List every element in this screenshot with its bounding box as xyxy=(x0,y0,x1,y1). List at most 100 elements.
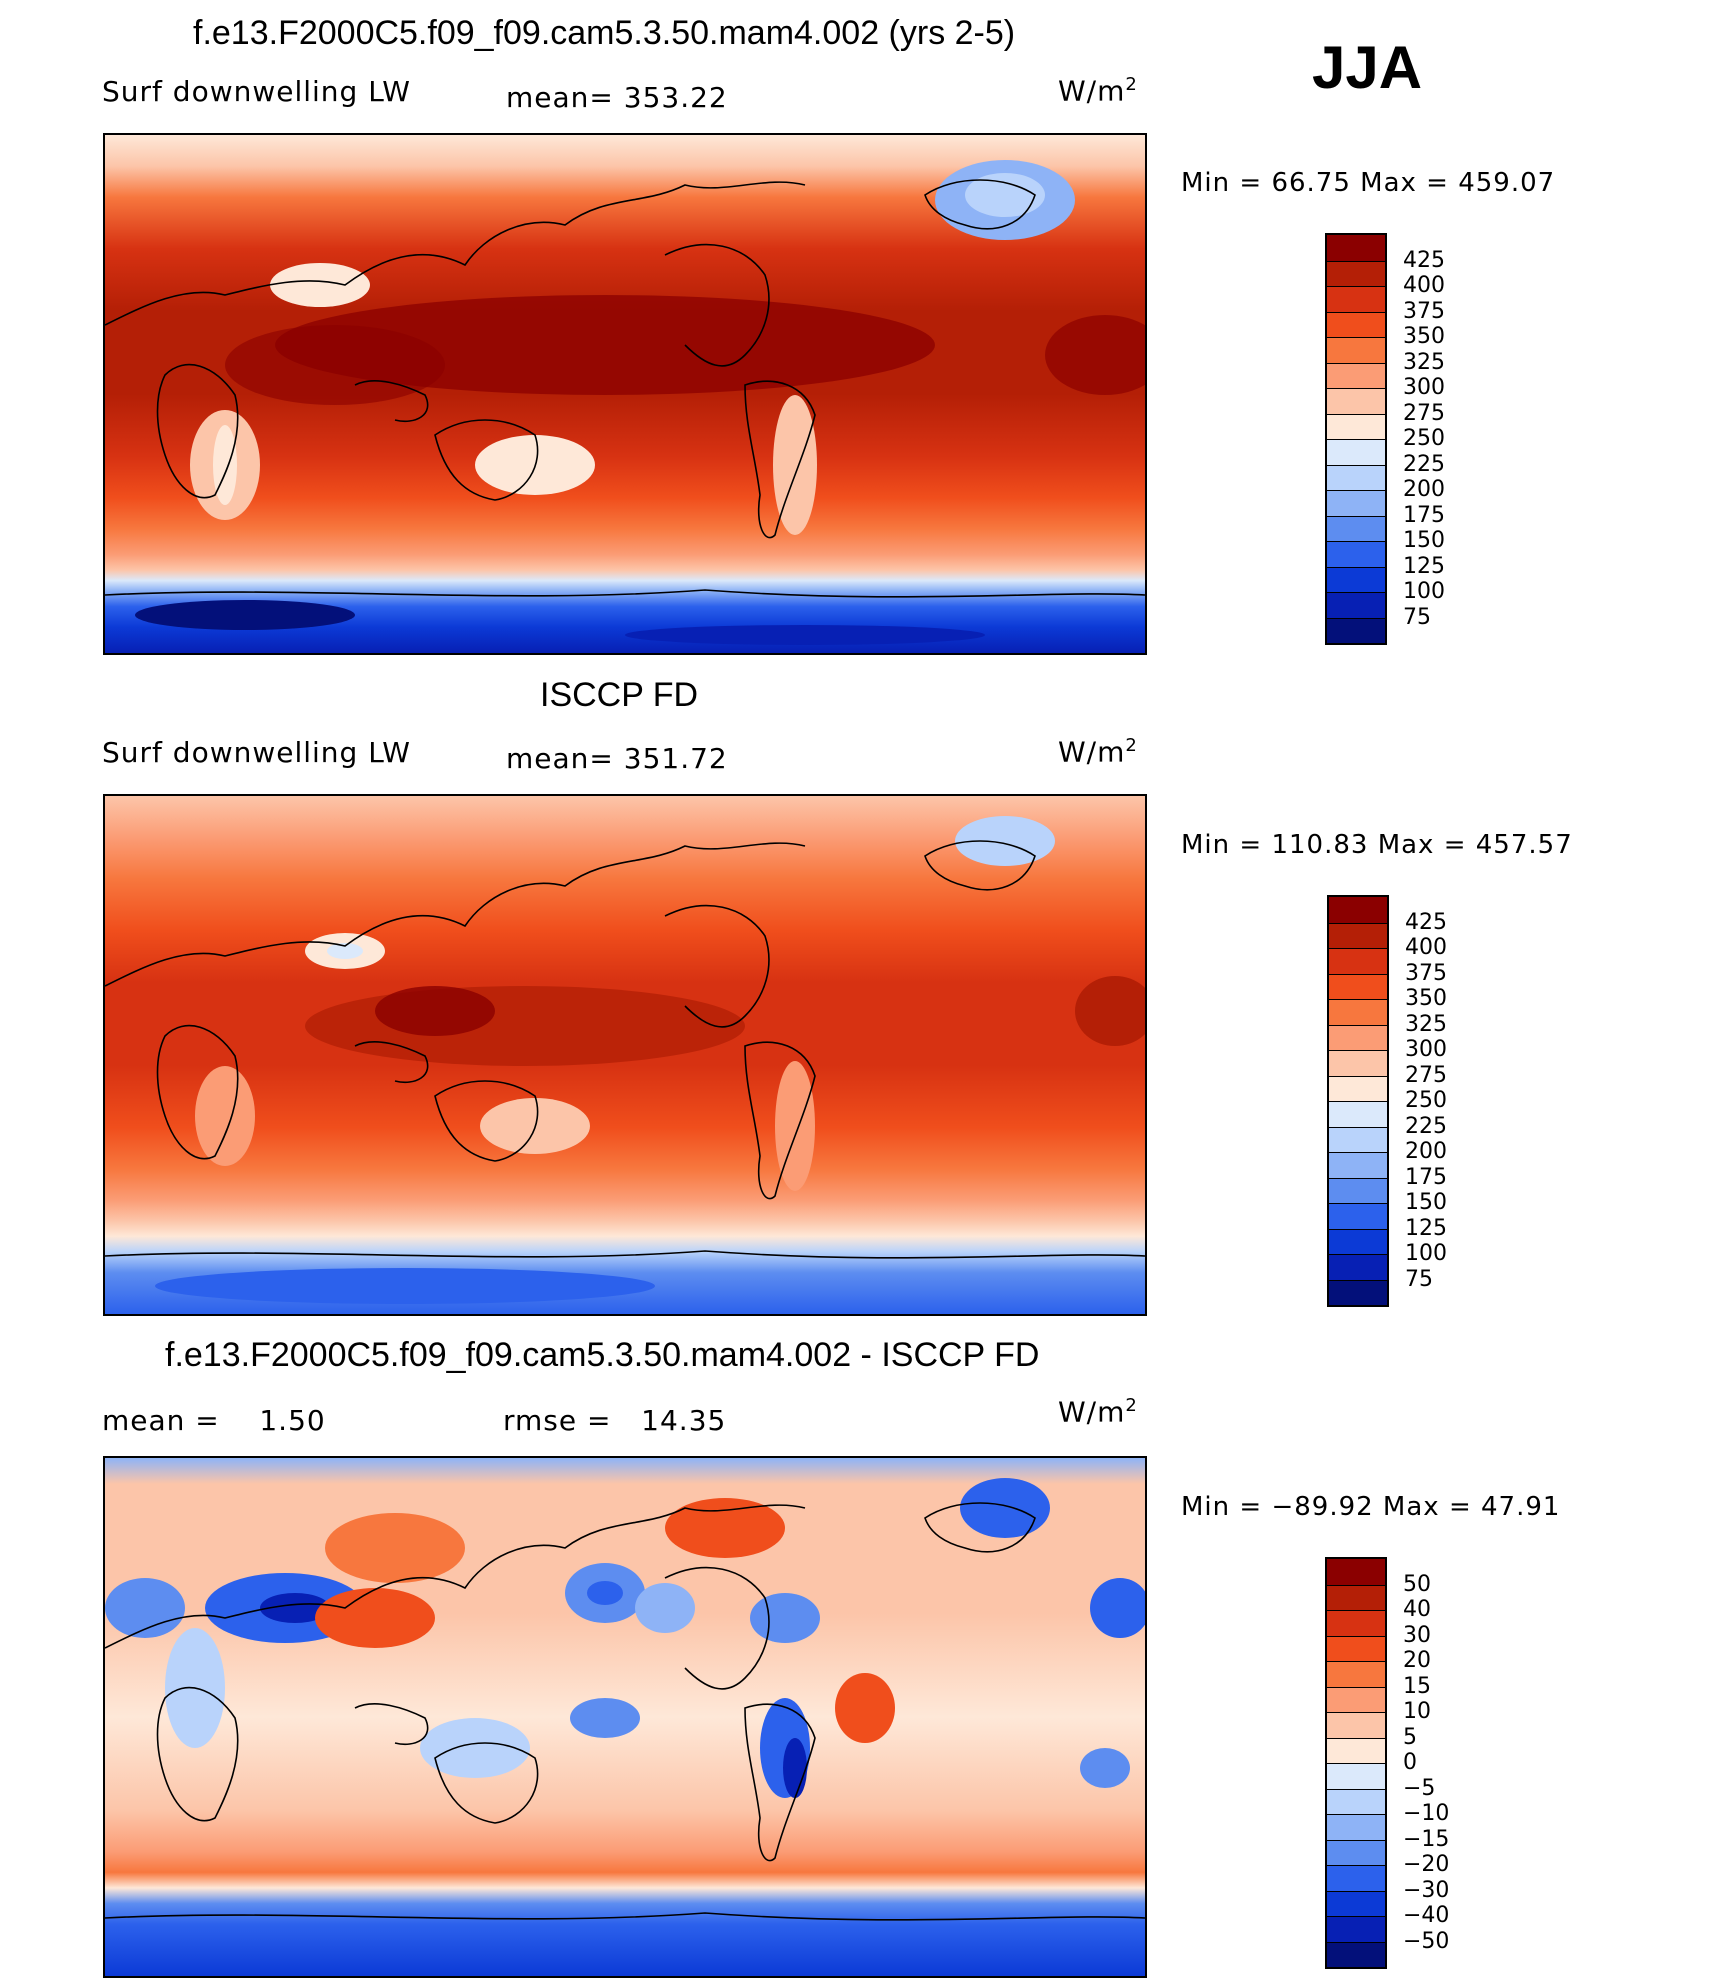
colorbar-tick-label: 325 xyxy=(1403,349,1445,375)
colorbar-tick-label: 125 xyxy=(1405,1215,1447,1241)
colorbar-segment xyxy=(1327,617,1385,643)
colorbar-tick-label: 150 xyxy=(1405,1190,1447,1215)
panel2-units: W/m2 xyxy=(1058,735,1138,769)
colorbar-tick-label: 350 xyxy=(1403,324,1445,349)
colorbar-tick-label: 375 xyxy=(1405,960,1447,986)
panel3-mean-label: mean = 1.50 xyxy=(102,1404,326,1437)
panel1-map xyxy=(103,133,1147,655)
panel3-map xyxy=(103,1456,1147,1978)
colorbar-segment xyxy=(1327,1941,1385,1967)
colorbar-tick-label: 30 xyxy=(1403,1622,1431,1648)
colorbar-segment xyxy=(1329,922,1387,948)
colorbar-tick-label: 150 xyxy=(1403,528,1445,553)
panel1-mean-label: mean= 353.22 xyxy=(506,81,728,114)
panel1-field-label: Surf downwelling LW xyxy=(102,75,411,108)
colorbar-tick-label: 400 xyxy=(1405,935,1447,960)
panel2-minmax: Min = 110.83 Max = 457.57 xyxy=(1181,830,1573,860)
colorbar-tick-label: 250 xyxy=(1405,1088,1447,1113)
colorbar-tick-label: 225 xyxy=(1405,1113,1447,1139)
season-label: JJA xyxy=(1312,34,1423,101)
colorbar-segment xyxy=(1327,1839,1385,1865)
colorbar-tick-label: 300 xyxy=(1403,375,1445,400)
colorbar-tick-label: 75 xyxy=(1403,604,1431,630)
colorbar-segment xyxy=(1329,948,1387,974)
colorbar-tick-label: −50 xyxy=(1403,1928,1450,1954)
colorbar-tick-label: −15 xyxy=(1403,1826,1450,1852)
colorbar-segment xyxy=(1327,260,1385,286)
colorbar-tick-label: −30 xyxy=(1403,1877,1450,1903)
colorbar-segment xyxy=(1327,1865,1385,1891)
panel1-minmax: Min = 66.75 Max = 459.07 xyxy=(1181,168,1556,198)
panel1-title: f.e13.F2000C5.f09_f09.cam5.3.50.mam4.002… xyxy=(193,14,1016,52)
colorbar-segment xyxy=(1327,592,1385,618)
panel3-rmse-label: rmse = 14.35 xyxy=(503,1404,727,1437)
colorbar-tick-label: 175 xyxy=(1403,502,1445,528)
colorbar-tick-label: 425 xyxy=(1403,247,1445,273)
panel2-map xyxy=(103,794,1147,1316)
colorbar-segment xyxy=(1329,1101,1387,1127)
colorbar-segment xyxy=(1329,1075,1387,1101)
colorbar-segment xyxy=(1329,1254,1387,1280)
colorbar-tick-label: 275 xyxy=(1403,400,1445,426)
colorbar-segment xyxy=(1327,388,1385,414)
colorbar-segment xyxy=(1327,1763,1385,1789)
colorbar-tick-label: 0 xyxy=(1403,1750,1417,1775)
colorbar-segment xyxy=(1327,1712,1385,1738)
panel2-mean-label: mean= 351.72 xyxy=(506,742,728,775)
colorbar-segment xyxy=(1329,1126,1387,1152)
colorbar-tick-label: 100 xyxy=(1405,1241,1447,1266)
colorbar-segment xyxy=(1327,541,1385,567)
colorbar-segment xyxy=(1329,1024,1387,1050)
colorbar-segment xyxy=(1329,1279,1387,1305)
colorbar-segment xyxy=(1329,1203,1387,1229)
panel3-contour-field xyxy=(105,1458,1145,1976)
colorbar-tick-label: 10 xyxy=(1403,1699,1431,1724)
colorbar-segment xyxy=(1329,973,1387,999)
colorbar-tick-label: 375 xyxy=(1403,298,1445,324)
colorbar-segment xyxy=(1327,566,1385,592)
colorbar-tick-label: 20 xyxy=(1403,1648,1431,1673)
colorbar-tick-label: 325 xyxy=(1405,1011,1447,1037)
colorbar-segment xyxy=(1327,1635,1385,1661)
panel1-colorbar xyxy=(1325,233,1387,645)
panel2-contour-field xyxy=(105,796,1145,1314)
panel3-minmax: Min = −89.92 Max = 47.91 xyxy=(1181,1492,1561,1522)
panel2-title: ISCCP FD xyxy=(540,676,699,714)
colorbar-segment xyxy=(1327,1661,1385,1687)
colorbar-tick-label: 100 xyxy=(1403,579,1445,604)
colorbar-tick-label: 15 xyxy=(1403,1673,1431,1699)
colorbar-segment xyxy=(1327,311,1385,337)
colorbar-segment xyxy=(1327,1610,1385,1636)
colorbar-tick-label: 5 xyxy=(1403,1724,1417,1750)
colorbar-tick-label: 350 xyxy=(1405,986,1447,1011)
colorbar-tick-label: 125 xyxy=(1403,553,1445,579)
colorbar-segment xyxy=(1327,1559,1385,1585)
colorbar-tick-label: 275 xyxy=(1405,1062,1447,1088)
colorbar-segment xyxy=(1327,1814,1385,1840)
panel2-field-label: Surf downwelling LW xyxy=(102,736,411,769)
panel3-colorbar xyxy=(1325,1557,1387,1969)
colorbar-segment xyxy=(1329,1228,1387,1254)
colorbar-segment xyxy=(1327,235,1385,261)
colorbar-tick-label: 75 xyxy=(1405,1266,1433,1292)
colorbar-tick-label: 425 xyxy=(1405,909,1447,935)
colorbar-segment xyxy=(1327,464,1385,490)
colorbar-tick-label: 225 xyxy=(1403,451,1445,477)
colorbar-segment xyxy=(1327,286,1385,312)
colorbar-segment xyxy=(1327,413,1385,439)
colorbar-tick-label: −40 xyxy=(1403,1903,1450,1928)
colorbar-segment xyxy=(1327,1584,1385,1610)
colorbar-segment xyxy=(1329,1152,1387,1178)
colorbar-segment xyxy=(1327,1890,1385,1916)
colorbar-segment xyxy=(1327,439,1385,465)
colorbar-segment xyxy=(1327,362,1385,388)
colorbar-tick-label: 40 xyxy=(1403,1597,1431,1622)
colorbar-tick-label: 50 xyxy=(1403,1571,1431,1597)
panel1-units: W/m2 xyxy=(1058,74,1138,108)
panel1-contour-field xyxy=(105,135,1145,653)
colorbar-tick-label: 200 xyxy=(1403,477,1445,502)
panel3-title: f.e13.F2000C5.f09_f09.cam5.3.50.mam4.002… xyxy=(165,1336,1040,1374)
colorbar-segment xyxy=(1329,999,1387,1025)
colorbar-tick-label: −20 xyxy=(1403,1852,1450,1877)
panel3-units: W/m2 xyxy=(1058,1395,1138,1429)
